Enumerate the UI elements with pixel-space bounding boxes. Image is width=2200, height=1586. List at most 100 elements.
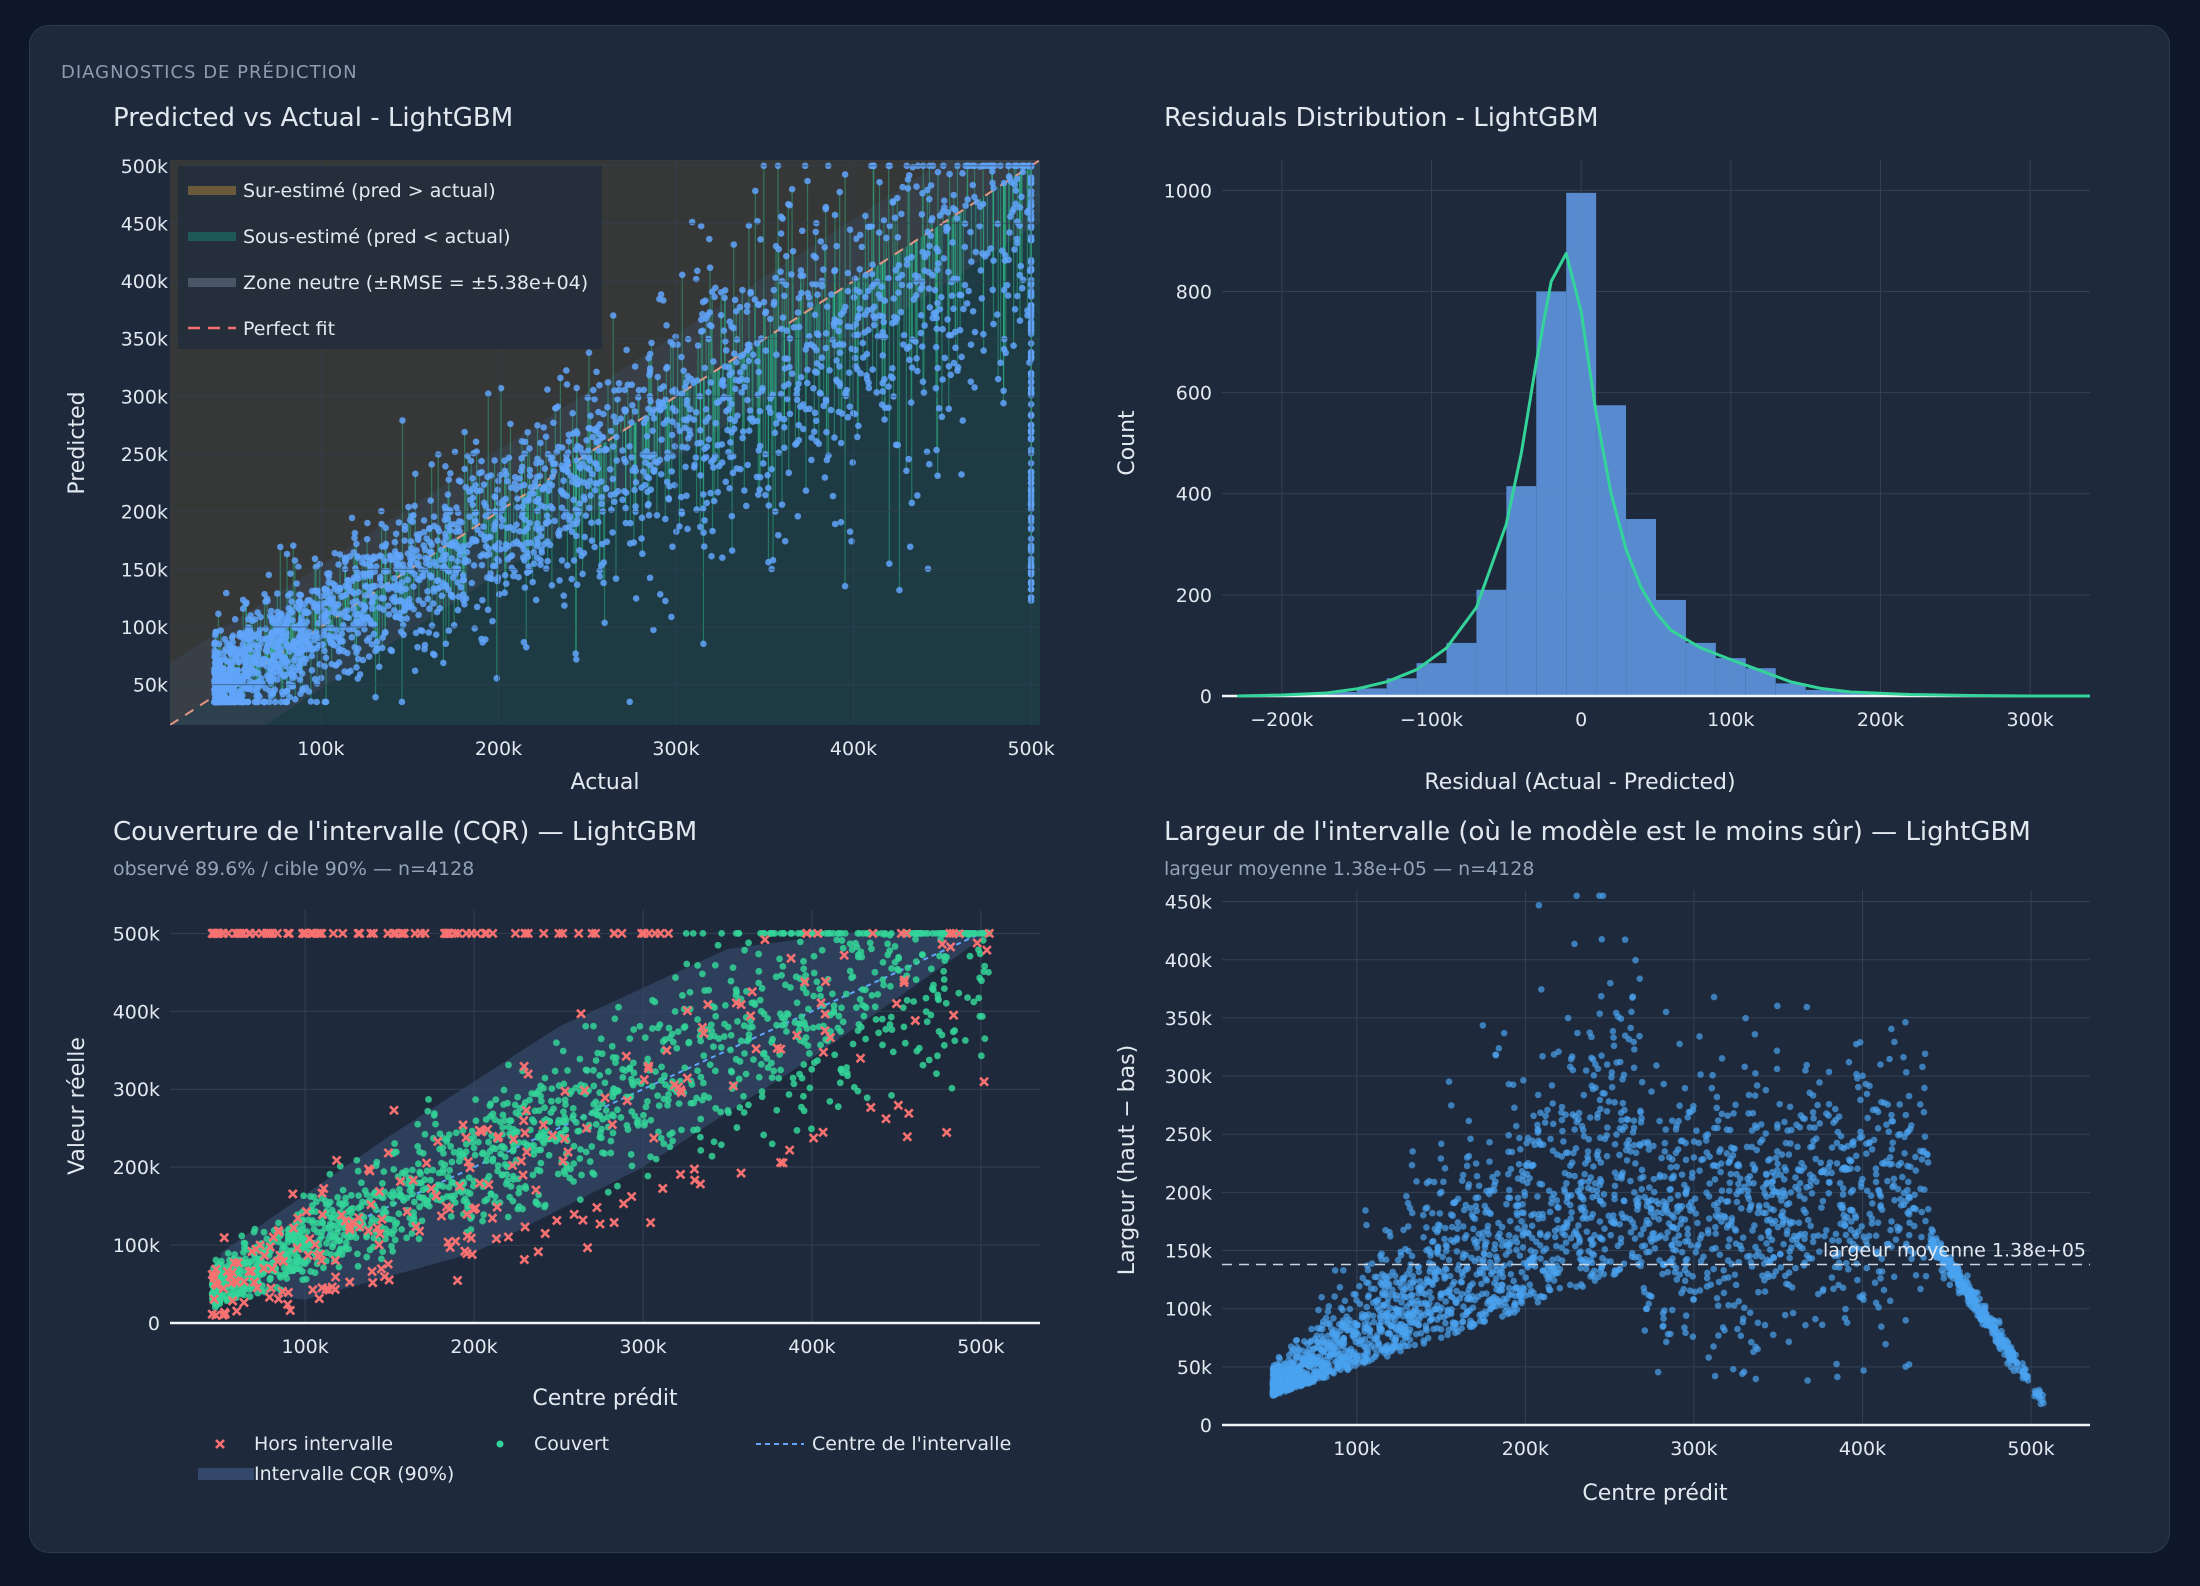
chart3-covered-point [717,1108,725,1116]
chart1-point [925,195,933,203]
chart3-covered-point [871,968,879,976]
chart1-point [749,351,757,358]
chart1-point [502,545,509,552]
chart1-point [478,457,485,465]
chart1-point [600,579,607,587]
chart1-point [917,286,924,293]
chart1-point [987,245,995,252]
chart3-covered-point [710,1032,718,1040]
chart1-point [873,389,880,396]
chart1-point [484,606,492,614]
chart1-point [934,168,942,176]
chart3-covered-point [755,950,763,958]
chart1-point [494,486,501,494]
chart3-covered-point [862,986,869,994]
chart3-covered-point [977,1052,985,1060]
chart1-point [216,688,223,696]
chart1-point [279,688,286,695]
chart1-point [579,570,586,578]
chart1-point [389,556,397,563]
chart3-covered-point [887,929,895,937]
chart1-point [733,358,740,366]
chart1-point [786,410,794,418]
chart1-point [421,567,429,575]
chart1-point [473,487,481,495]
chart1-point [980,330,987,338]
chart1-point [570,557,578,564]
chart3-covered-point [604,1188,612,1196]
chart1-point [729,469,737,477]
chart1-xtick-label: 100k [297,738,344,760]
chart1-point [899,183,906,191]
chart1-point [266,659,274,666]
chart1-point [293,580,300,587]
chart3-ytick-label: 500k [113,923,160,945]
chart1-point [913,291,920,299]
chart1-point [844,287,852,295]
chart3-covered-point [450,1148,458,1156]
chart1-point [430,513,438,521]
chart1-point [212,628,219,636]
chart3-covered-point [537,1097,545,1105]
chart1-point [836,363,843,370]
chart1-point [493,674,501,682]
chart1-point [903,261,911,268]
chart1-point [591,486,599,494]
chart1-point [438,592,446,600]
chart1-point [773,351,780,359]
chart1-point [486,533,494,541]
chart1-point [993,311,1001,318]
chart3-covered-point [569,1104,577,1112]
chart1-title: Predicted vs Actual - LightGBM [113,103,513,133]
chart3-covered-point [611,1015,619,1023]
chart1-point [523,569,531,576]
chart1-point [805,332,813,340]
chart1-ytick-label: 150k [121,559,168,581]
chart3-covered-point [836,1079,844,1087]
chart1-point [875,229,883,236]
chart1-point [478,561,486,569]
chart1-point [385,611,393,618]
chart1-point [764,471,771,479]
chart1-point [692,408,700,416]
chart1-point [609,529,616,536]
chart1-point [381,543,389,550]
chart1-point [802,405,810,413]
chart1-point [693,267,701,275]
chart3-covered-point [615,1003,622,1011]
chart3-covered-point [742,987,750,995]
chart3-covered-point [602,1107,610,1114]
chart2-title: Residuals Distribution - LightGBM [1164,103,1599,133]
chart1-point [312,629,320,636]
chart1-point [844,269,852,277]
chart1-point [708,288,716,296]
chart1-point [990,320,997,328]
chart1-point [959,170,966,177]
chart1-point [598,561,605,569]
chart1-point [585,349,593,356]
chart1-point [428,622,436,629]
chart1-point [469,538,476,546]
chart1-point [385,602,392,609]
chart1-point [401,606,408,614]
chart1-point [967,341,975,348]
chart1-point [499,516,506,524]
chart1-point [852,235,860,243]
chart1-point [1010,205,1018,213]
chart1-point [456,517,463,525]
chart2-bar [1775,683,1806,696]
chart3-xlabel: Centre prédit [532,1386,678,1411]
chart1-point [756,407,764,415]
chart1-point [258,635,266,643]
chart1-point [956,326,964,334]
chart3-covered-point [673,1044,681,1052]
chart3-covered-point [936,952,944,960]
chart1-point [514,495,521,502]
chart1-point [454,579,462,586]
chart1-point [563,452,570,459]
chart1-point [377,582,385,589]
chart1-point [354,610,362,618]
chart1-point [958,353,965,361]
chart1-point [938,413,946,421]
chart1-point [611,498,618,506]
